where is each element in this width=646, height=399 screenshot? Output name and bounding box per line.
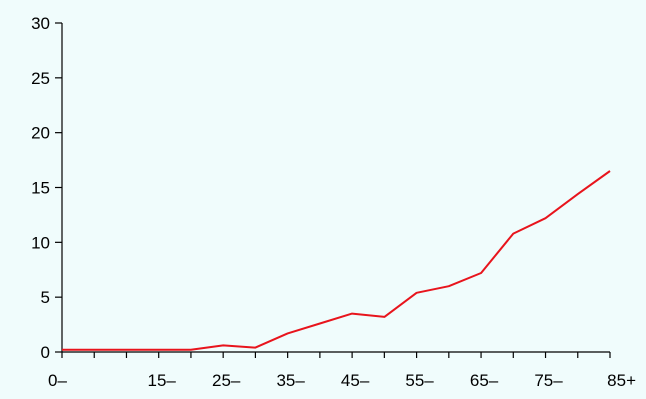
y-tick-label: 20: [31, 124, 50, 143]
y-axis: 0 5 10 15 20 25 30: [31, 14, 63, 362]
x-tick-label: 15–: [148, 371, 177, 390]
y-tick-label: 0: [41, 343, 50, 362]
x-axis: 0– 15– 25– 35– 45– 55– 65– 75– 85+: [48, 351, 636, 390]
x-tick-label: 45–: [341, 371, 370, 390]
x-tick-label: 75–: [534, 371, 563, 390]
x-tick-label: 25–: [212, 371, 241, 390]
y-tick-label: 25: [31, 69, 50, 88]
x-tick-label: 85+: [607, 371, 636, 390]
y-tick-label: 5: [41, 288, 50, 307]
x-tick-label: 55–: [405, 371, 434, 390]
x-tick-label: 0–: [48, 371, 67, 390]
x-tick-label: 65–: [470, 371, 499, 390]
y-tick-label: 15: [31, 179, 50, 198]
y-tick-label: 10: [31, 233, 50, 252]
y-tick-label: 30: [31, 14, 50, 33]
x-tick-label: 35–: [276, 371, 305, 390]
series-lines: [62, 170, 611, 351]
series-line: [62, 170, 611, 351]
